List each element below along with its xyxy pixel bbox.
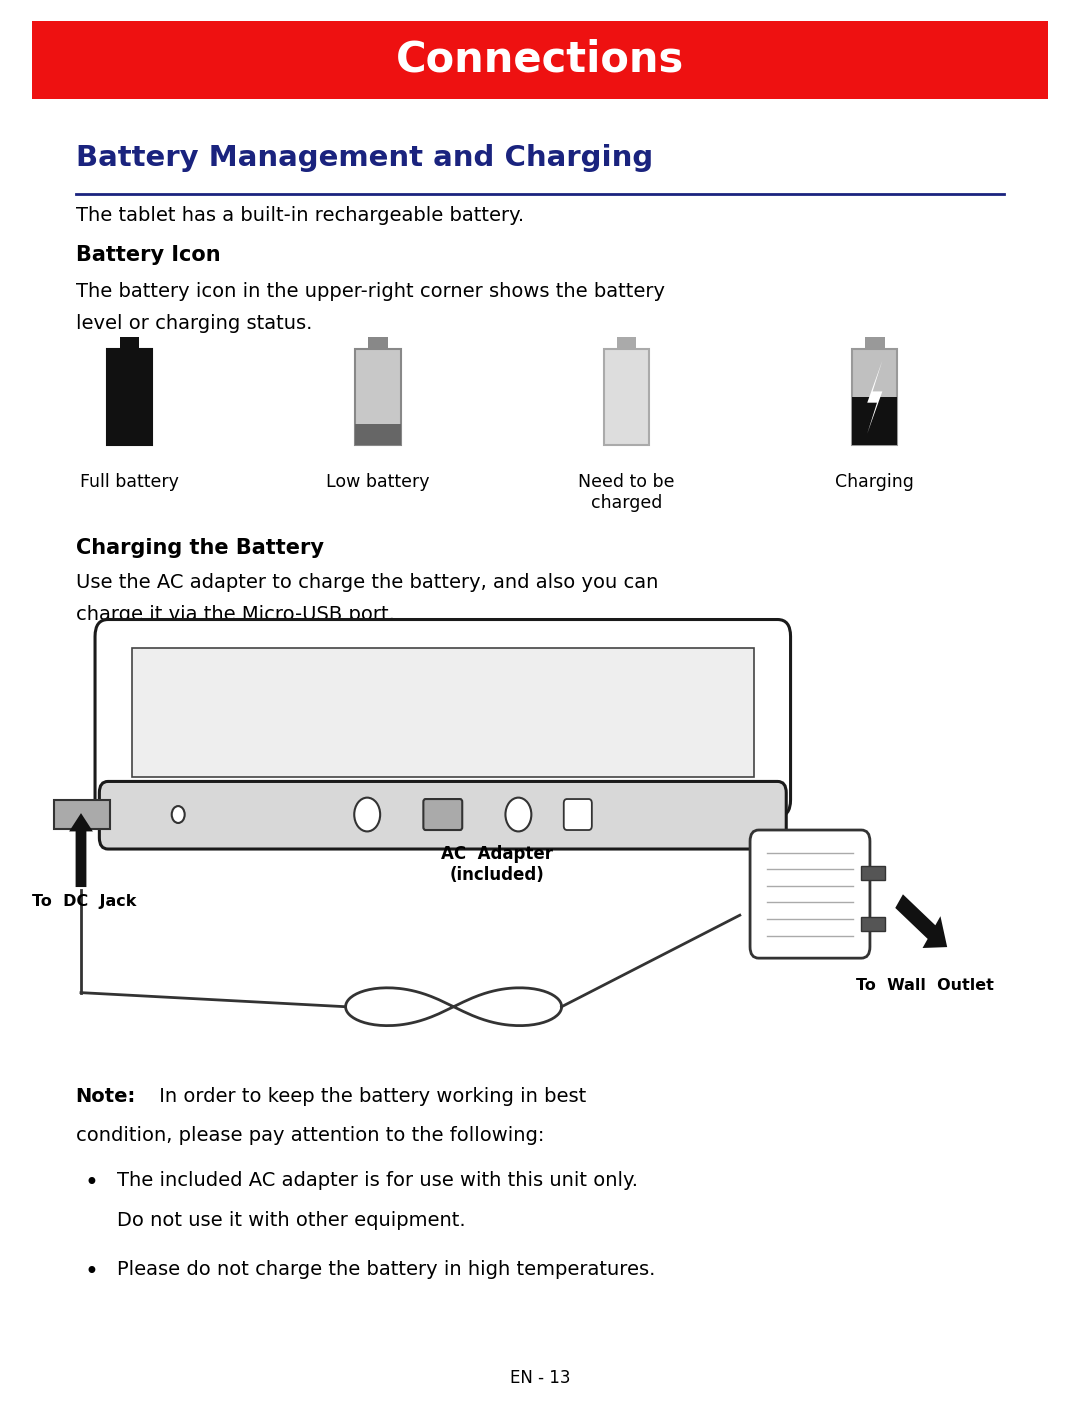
Text: EN - 13: EN - 13 xyxy=(510,1369,570,1387)
FancyArrow shape xyxy=(895,894,947,948)
FancyBboxPatch shape xyxy=(852,349,897,445)
FancyBboxPatch shape xyxy=(852,397,897,445)
FancyBboxPatch shape xyxy=(368,337,388,349)
Text: Charging the Battery: Charging the Battery xyxy=(76,538,324,558)
Text: Full battery: Full battery xyxy=(80,473,179,491)
FancyBboxPatch shape xyxy=(132,648,754,777)
Text: The battery icon in the upper-right corner shows the battery: The battery icon in the upper-right corn… xyxy=(76,282,664,300)
Polygon shape xyxy=(867,360,882,434)
Text: condition, please pay attention to the following:: condition, please pay attention to the f… xyxy=(76,1126,544,1145)
Circle shape xyxy=(172,805,185,822)
Text: Do not use it with other equipment.: Do not use it with other equipment. xyxy=(117,1211,465,1229)
Text: Charging: Charging xyxy=(835,473,915,491)
Text: The tablet has a built-in rechargeable battery.: The tablet has a built-in rechargeable b… xyxy=(76,206,524,224)
Circle shape xyxy=(354,797,380,831)
Text: To  Wall  Outlet: To Wall Outlet xyxy=(855,977,994,993)
Text: The included AC adapter is for use with this unit only.: The included AC adapter is for use with … xyxy=(117,1171,637,1190)
FancyArrow shape xyxy=(69,814,93,887)
FancyBboxPatch shape xyxy=(107,349,152,445)
FancyBboxPatch shape xyxy=(604,349,649,445)
FancyBboxPatch shape xyxy=(423,798,462,831)
Text: Please do not charge the battery in high temperatures.: Please do not charge the battery in high… xyxy=(117,1260,654,1278)
FancyBboxPatch shape xyxy=(564,798,592,831)
Text: Battery Icon: Battery Icon xyxy=(76,245,220,265)
FancyBboxPatch shape xyxy=(865,337,885,349)
Text: charge it via the Micro-USB port.: charge it via the Micro-USB port. xyxy=(76,605,394,624)
Text: Use the AC adapter to charge the battery, and also you can: Use the AC adapter to charge the battery… xyxy=(76,573,658,591)
FancyBboxPatch shape xyxy=(107,349,152,445)
Text: •: • xyxy=(84,1171,98,1195)
Text: level or charging status.: level or charging status. xyxy=(76,314,312,332)
Text: Low battery: Low battery xyxy=(326,473,430,491)
FancyBboxPatch shape xyxy=(120,337,139,349)
Text: •: • xyxy=(84,1260,98,1284)
Circle shape xyxy=(505,797,531,831)
Text: Connections: Connections xyxy=(396,39,684,80)
FancyBboxPatch shape xyxy=(355,349,401,445)
FancyBboxPatch shape xyxy=(32,21,1048,99)
FancyBboxPatch shape xyxy=(95,620,791,817)
Text: Battery Management and Charging: Battery Management and Charging xyxy=(76,144,652,172)
FancyBboxPatch shape xyxy=(751,831,870,957)
FancyBboxPatch shape xyxy=(617,337,636,349)
Text: In order to keep the battery working in best: In order to keep the battery working in … xyxy=(153,1087,586,1105)
Text: Need to be
charged: Need to be charged xyxy=(578,473,675,513)
FancyBboxPatch shape xyxy=(99,781,786,849)
Text: To  DC  Jack: To DC Jack xyxy=(32,894,137,910)
Text: AC  Adapter
(included): AC Adapter (included) xyxy=(441,845,553,884)
FancyBboxPatch shape xyxy=(54,800,110,828)
FancyBboxPatch shape xyxy=(862,917,886,931)
FancyBboxPatch shape xyxy=(355,424,401,445)
FancyBboxPatch shape xyxy=(862,866,886,880)
Text: Note:: Note: xyxy=(76,1087,136,1105)
